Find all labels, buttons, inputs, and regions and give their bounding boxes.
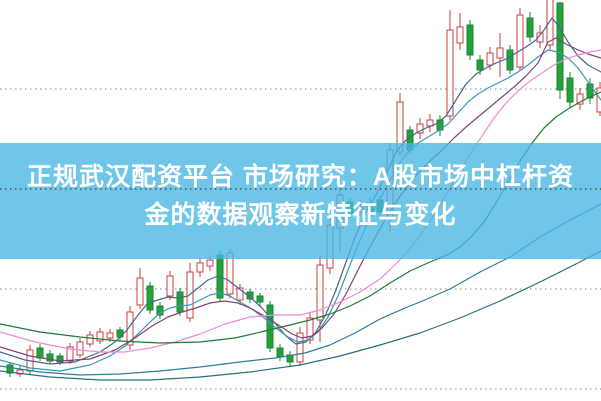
candle-down <box>346 201 354 214</box>
candle-up <box>456 26 464 44</box>
gridlines <box>0 88 601 390</box>
candle-down <box>256 295 264 303</box>
candle-down <box>156 305 164 316</box>
ma-darkgreen <box>0 91 601 344</box>
candle-up <box>416 123 424 134</box>
candle-up <box>136 277 144 306</box>
ma-slow-teal-b <box>0 250 601 381</box>
candle-up <box>576 93 584 105</box>
candle-up <box>106 332 114 339</box>
candle-down <box>276 347 284 358</box>
candle-up <box>76 341 84 356</box>
candle-down <box>466 24 474 56</box>
candle-up <box>86 334 94 345</box>
candle-up <box>166 275 174 297</box>
candle-down <box>146 285 154 311</box>
candle-up <box>66 346 74 362</box>
candle-down <box>506 49 514 71</box>
ma-lines <box>0 17 601 381</box>
candle-up <box>596 87 601 113</box>
candle-up <box>126 311 134 346</box>
candle-up <box>336 194 344 229</box>
candle-down <box>116 329 124 338</box>
candle-down <box>6 364 14 374</box>
candle-down <box>36 347 44 359</box>
candle-up <box>516 14 524 68</box>
candle-up <box>196 262 204 273</box>
candle-down <box>566 77 574 103</box>
candle-down <box>46 353 54 362</box>
candle-up <box>546 0 554 46</box>
candle-up <box>226 252 234 295</box>
ma-pink <box>0 49 601 353</box>
candle-down <box>526 17 534 38</box>
candle-up <box>296 332 304 363</box>
candle-down <box>476 59 484 71</box>
ma-teal <box>0 49 601 372</box>
candle-down <box>556 2 564 91</box>
candle-up <box>316 264 324 321</box>
candle-down <box>56 355 64 363</box>
candle-up <box>496 47 504 59</box>
ma-slow-teal-a <box>0 203 601 376</box>
candle-up <box>536 32 544 43</box>
candle-up <box>236 287 244 301</box>
candle-down <box>406 129 414 151</box>
ma-fast-navy <box>0 17 601 365</box>
candle-down <box>176 291 184 313</box>
candle-up <box>206 259 214 267</box>
candle-up <box>306 317 314 341</box>
candle-up <box>486 52 494 66</box>
candle-up <box>446 29 454 117</box>
candle-down <box>266 304 274 349</box>
candle-up <box>326 224 334 269</box>
ma-purple <box>0 37 601 362</box>
candle-up <box>96 331 104 342</box>
candle-up <box>356 204 364 213</box>
